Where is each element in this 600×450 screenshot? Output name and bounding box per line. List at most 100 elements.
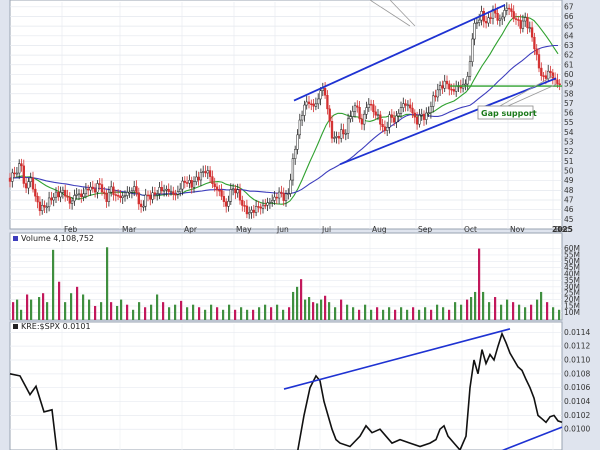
price-bar-body [330, 120, 334, 139]
price-bar-body [542, 75, 545, 77]
volume-bar [222, 309, 225, 320]
price-bar-body [165, 188, 168, 191]
price-bar-body [188, 180, 191, 184]
price-bar-body [84, 188, 88, 195]
y-axis-ticks: 4546474849505152535455565758596061626364… [564, 2, 590, 433]
price-bar-body [558, 83, 561, 86]
price-bar-body [43, 205, 46, 208]
price-bar-body [517, 19, 520, 21]
price-y-tick-label: 48 [564, 186, 574, 195]
price-bar-body [112, 186, 115, 195]
volume-bar [518, 304, 521, 320]
price-bar-body [59, 192, 62, 198]
price-bar-body [328, 108, 331, 122]
volume-bar [70, 293, 73, 320]
price-y-tick-label: 51 [564, 157, 574, 166]
price-bar-body [254, 206, 258, 213]
volume-bar [470, 297, 473, 320]
volume-bar [198, 307, 201, 320]
price-bar-body [397, 113, 400, 117]
x-tick-label: Jun [276, 225, 289, 234]
x-tick-label: Dec [555, 225, 570, 234]
volume-bar [132, 309, 135, 320]
volume-bar [300, 279, 303, 320]
price-bar-body [139, 203, 143, 207]
price-bar-body [41, 205, 44, 211]
price-bar-body [392, 117, 396, 123]
upper-channel-line [293, 4, 506, 102]
volume-bar [88, 299, 91, 320]
volume-bar [370, 309, 373, 320]
price-bar-body [356, 105, 359, 108]
volume-bar [558, 309, 561, 320]
price-bar-body [91, 186, 94, 190]
price-bar-body [303, 104, 306, 116]
volume-bar [394, 309, 397, 320]
channel-leader-line [369, 0, 411, 27]
ratio-legend: KRE:$SPX 0.0101 [21, 322, 91, 331]
price-y-tick-label: 67 [564, 2, 574, 11]
price-bar-body [183, 180, 186, 183]
volume-y-tick-label: 25M [564, 289, 580, 298]
price-bar-body [337, 136, 341, 139]
price-bar-body [241, 200, 244, 206]
price-bar-body [130, 190, 134, 193]
price-bar-body [425, 112, 428, 120]
price-bar-body [466, 76, 469, 85]
price-bar-body [199, 172, 203, 181]
support-leader-line [507, 83, 558, 107]
price-bar-body [82, 193, 85, 197]
support-leader-line [499, 75, 554, 107]
volume-bar [540, 291, 543, 320]
volume-bar [312, 302, 315, 320]
price-bar-body [245, 205, 249, 215]
price-bar-body [363, 113, 366, 125]
price-y-tick-label: 57 [564, 99, 574, 108]
volume-bar [316, 303, 319, 320]
ratio-y-tick-label: 0.0110 [564, 356, 590, 365]
price-bar-body [434, 95, 437, 98]
price-bar-body [172, 191, 175, 195]
price-bar-body [142, 205, 145, 208]
price-bar-body [250, 209, 253, 213]
price-bar-body [411, 107, 414, 114]
price-bar-body [64, 189, 67, 197]
volume-bar [38, 297, 41, 320]
price-bar-body [296, 134, 299, 150]
x-tick-label: Jul [321, 225, 331, 234]
price-bar-body [243, 205, 246, 207]
volume-bar [400, 307, 403, 320]
price-bar-body [475, 22, 479, 24]
price-bar-body [282, 193, 285, 201]
price-bar-body [406, 104, 410, 107]
price-bar-body [211, 176, 214, 184]
volume-bar [192, 304, 195, 320]
x-tick-label: Oct [464, 225, 477, 234]
price-bar-body [289, 179, 292, 194]
price-bar-body [185, 182, 189, 184]
price-bar-body [409, 104, 412, 109]
price-y-tick-label: 62 [564, 51, 574, 60]
volume-y-tick-label: 50M [564, 257, 580, 266]
price-bar-body [195, 176, 198, 182]
volume-bar [474, 291, 477, 320]
price-bar-body [395, 115, 398, 123]
volume-bar [258, 307, 261, 320]
volume-bar [20, 309, 23, 320]
price-bar-body [544, 75, 548, 79]
price-bar-body [192, 181, 196, 188]
price-bar-body [174, 193, 177, 196]
volume-bar [334, 307, 337, 320]
volume-bar [328, 302, 331, 320]
price-bar-body [227, 201, 230, 207]
volume-bar [246, 309, 249, 320]
price-bar-body [300, 115, 304, 121]
price-bar-body [443, 80, 446, 89]
price-bar-body [149, 194, 152, 200]
price-bar-body [473, 22, 476, 40]
volume-bar [346, 304, 349, 320]
volume-bar [494, 297, 497, 320]
price-bar-body [208, 170, 212, 177]
price-bar-body [471, 38, 474, 62]
price-bar-body [259, 206, 262, 209]
